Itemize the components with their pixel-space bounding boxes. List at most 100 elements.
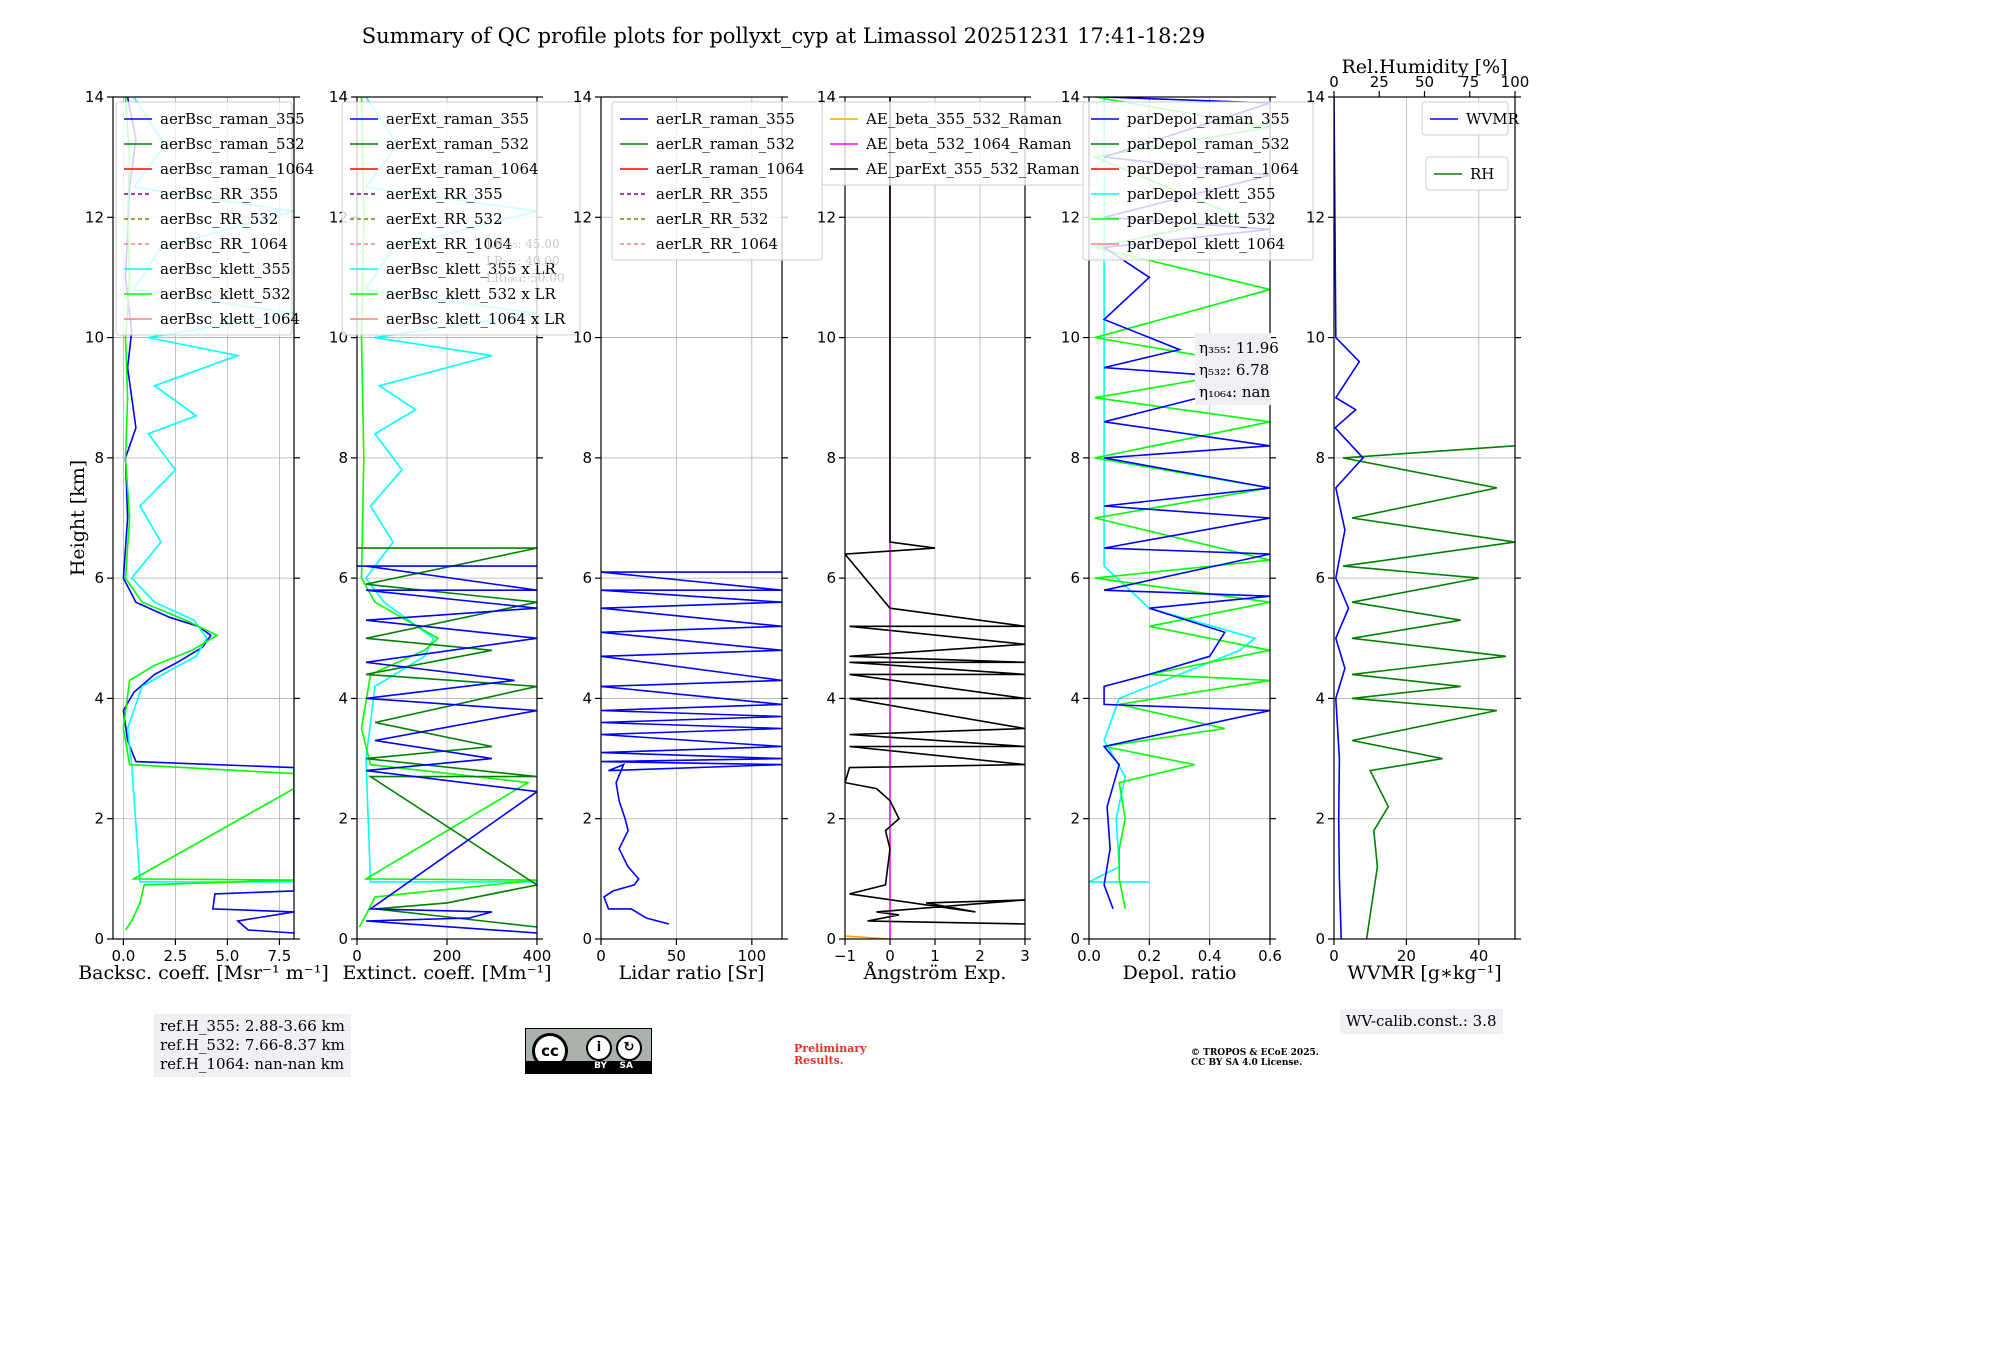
legend-label: parDepol_raman_532: [1127, 135, 1290, 153]
y-tick-label: 0: [1315, 930, 1325, 948]
y-tick-label: 10: [1061, 329, 1080, 347]
y-tick-label: 10: [85, 329, 104, 347]
series-group: [1334, 97, 1515, 939]
copyright-line-1: © TROPOS & ECoE 2025.: [1191, 1048, 1319, 1058]
legend-label: aerExt_raman_532: [386, 135, 529, 153]
legend-label: aerExt_raman_355: [386, 110, 529, 128]
y-tick-label: 12: [817, 208, 836, 226]
reference-heights-box: ref.H_355: 2.88-3.66 km ref.H_532: 7.66-…: [154, 1014, 351, 1077]
x-tick-label: 0: [1329, 947, 1339, 965]
legend-label: WVMR: [1466, 110, 1520, 128]
x-tick-label: 3: [1020, 947, 1030, 965]
legend-label: aerExt_RR_355: [386, 185, 503, 203]
eta-annotation: η₃₅₅: 11.96 η₅₃₂: 6.78 η₁₀₆₄: nan: [1195, 333, 1279, 405]
lidar-ratio-watermark: LR₃₅₅: 45.00 LR₅₃₂: 40.00 LR₁₀₆₄: 50.00: [486, 237, 564, 285]
plot-frame: [1088, 96, 1271, 940]
license-sa-label: SA: [619, 1061, 633, 1071]
series-aerExt_raman_532: [357, 547, 537, 928]
y-tick-label: 2: [582, 810, 592, 828]
series-WVMR: [1334, 97, 1365, 939]
eta-value: η₅₃₂: 6.78: [1199, 361, 1269, 379]
x-tick-label: 0.0: [111, 947, 135, 965]
y-tick-label: 2: [94, 810, 104, 828]
cc-license-badge: cc i ↻ BY SA: [525, 1028, 652, 1074]
y-tick-label: 14: [1061, 88, 1080, 106]
x-tick-label: 50: [667, 947, 686, 965]
y-tick-label: 6: [1315, 569, 1325, 587]
series-aerLR_raman_355: [601, 571, 782, 925]
legend-label: RH: [1470, 165, 1494, 183]
y-tick-label: 0: [338, 930, 348, 948]
series-aerBsc_klett_532: [122, 97, 294, 931]
x-axis-title: Extinct. coeff. [Mm⁻¹]: [342, 962, 551, 984]
y-tick-label: 6: [582, 569, 592, 587]
legend-label: aerBsc_klett_355: [160, 260, 291, 278]
legend-label: parDepol_raman_355: [1127, 110, 1290, 128]
y-tick-label: 4: [1070, 689, 1080, 707]
legend-label: aerLR_raman_532: [656, 135, 795, 153]
x-tick-label: 400: [523, 947, 552, 965]
x-tick-label: 0: [885, 947, 895, 965]
y-tick-label: 10: [1306, 329, 1325, 347]
x2-tick-label: 100: [1501, 73, 1530, 91]
x-tick-label: 7.5: [268, 947, 292, 965]
legend: aerBsc_raman_355 aerBsc_raman_532 aerBsc_r…: [115, 101, 314, 336]
copyright-line-2: CC BY SA 4.0 License.: [1191, 1058, 1303, 1068]
legend-label: aerLR_raman_1064: [656, 160, 804, 178]
y-tick-label: 0: [94, 930, 104, 948]
figure-title: Summary of QC profile plots for pollyxt_…: [361, 24, 1206, 48]
legend-label: aerBsc_klett_1064 x LR: [386, 310, 566, 328]
y-tick-label: 4: [94, 689, 104, 707]
preliminary-line-1: Preliminary: [794, 1042, 867, 1055]
x-axis-title: Depol. ratio: [1123, 962, 1237, 984]
copyright-notice: © TROPOS & ECoE 2025. CC BY SA 4.0 Licen…: [1191, 1048, 1319, 1068]
x-axis-title: WVMR [g∗kg⁻¹]: [1347, 962, 1501, 984]
license-by-label: BY: [594, 1061, 607, 1071]
person-icon: i: [586, 1035, 612, 1061]
y-tick-label: 12: [1306, 208, 1325, 226]
legend-label: aerBsc_raman_532: [160, 135, 305, 153]
y-tick-label: 14: [573, 88, 592, 106]
legend-label: aerBsc_raman_1064: [160, 160, 314, 178]
lr-value: LR₅₃₂: 40.00: [486, 254, 560, 268]
y-tick-label: 10: [573, 329, 592, 347]
plot-frame: [600, 96, 783, 940]
x-tick-label: 2.5: [163, 947, 187, 965]
legend-label: aerBsc_RR_355: [160, 185, 278, 203]
legend-label: aerLR_RR_1064: [656, 235, 778, 253]
eta-box: [1195, 333, 1271, 405]
x2-tick-label: 25: [1370, 73, 1389, 91]
y-tick-label: 8: [1315, 449, 1325, 467]
y-tick-label: 2: [1315, 810, 1325, 828]
legend-label: parDepol_klett_532: [1127, 210, 1276, 228]
y-tick-label: 10: [817, 329, 836, 347]
ref-height-532: ref.H_532: 7.66-8.37 km: [160, 1036, 345, 1054]
x-axis-title: Ångström Exp.: [863, 962, 1007, 984]
x-tick-label: 100: [738, 947, 767, 965]
x2-tick-label: 0: [1329, 73, 1339, 91]
x2-axis-title: Rel.Humidity [%]: [1341, 56, 1507, 78]
series-RH: [1342, 445, 1515, 939]
x-tick-label: 200: [433, 947, 462, 965]
series-aerExt_raman_355: [357, 565, 537, 934]
legend-label: parDepol_raman_1064: [1127, 160, 1299, 178]
y-tick-label: 2: [1070, 810, 1080, 828]
legend-rh: RH: [1425, 156, 1509, 191]
legend-label: aerBsc_RR_1064: [160, 235, 288, 253]
y-tick-label: 14: [329, 88, 348, 106]
legend-frame: [1425, 156, 1509, 191]
legend-label: aerBsc_klett_355 x LR: [386, 260, 557, 278]
y-tick-label: 6: [826, 569, 836, 587]
y-tick-label: 8: [1070, 449, 1080, 467]
legend-label: aerBsc_klett_1064: [160, 310, 300, 328]
preliminary-line-2: Results.: [794, 1054, 844, 1067]
x-tick-label: 0.6: [1258, 947, 1282, 965]
legend: aerExt_raman_355 aerExt_raman_532 aerExt_r…: [341, 101, 581, 336]
wv-calibration-box: WV-calib.const.: 3.8: [1340, 1009, 1503, 1034]
chart-panel-depolarization: 0 2 4 6 8 10 12 14 0.0 0.2 0.4 0.6 Depol. ratio parDe…: [1061, 88, 1314, 984]
x-tick-label: 0.0: [1077, 947, 1101, 965]
share-alike-icon: ↻: [616, 1035, 642, 1061]
